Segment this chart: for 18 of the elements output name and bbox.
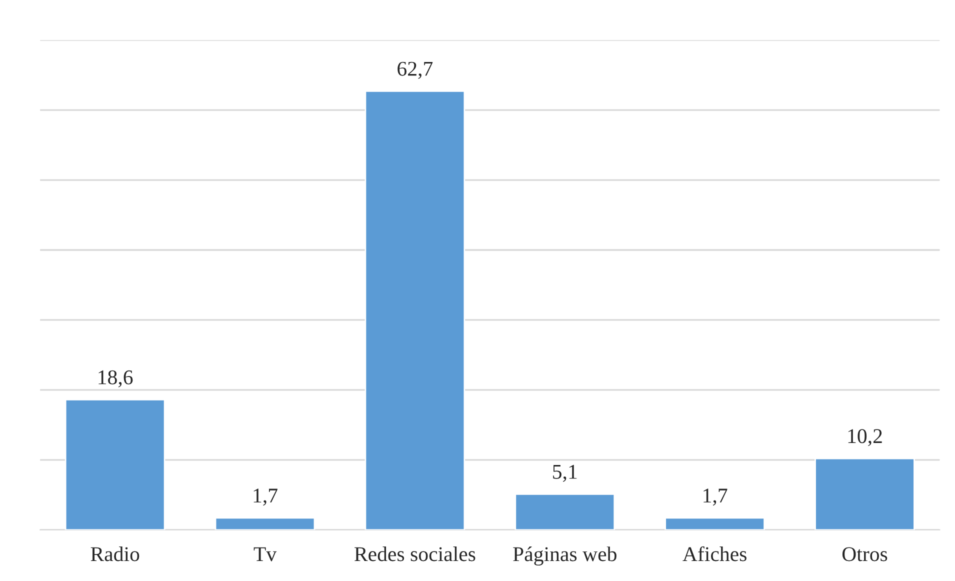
data-label: 5,1 xyxy=(553,464,577,482)
bar xyxy=(364,90,466,530)
x-tick-label: Páginas web xyxy=(513,546,616,566)
data-label: 10,2 xyxy=(848,429,882,446)
data-label: 1,7 xyxy=(704,488,728,506)
x-tick-label: Tv xyxy=(254,547,277,562)
bar xyxy=(214,517,316,530)
data-label: 1,7 xyxy=(254,488,278,506)
x-tick-label: Radio xyxy=(90,546,140,562)
bar xyxy=(664,517,765,530)
x-tick-label: Afiches xyxy=(682,546,746,562)
bar xyxy=(814,458,915,530)
data-label: 62,7 xyxy=(398,62,433,79)
bar xyxy=(64,399,166,530)
x-tick-label: Redes sociales xyxy=(354,546,476,562)
data-label: 18,6 xyxy=(98,370,133,388)
bar xyxy=(514,493,616,530)
x-tick-label: Otros xyxy=(842,547,888,562)
